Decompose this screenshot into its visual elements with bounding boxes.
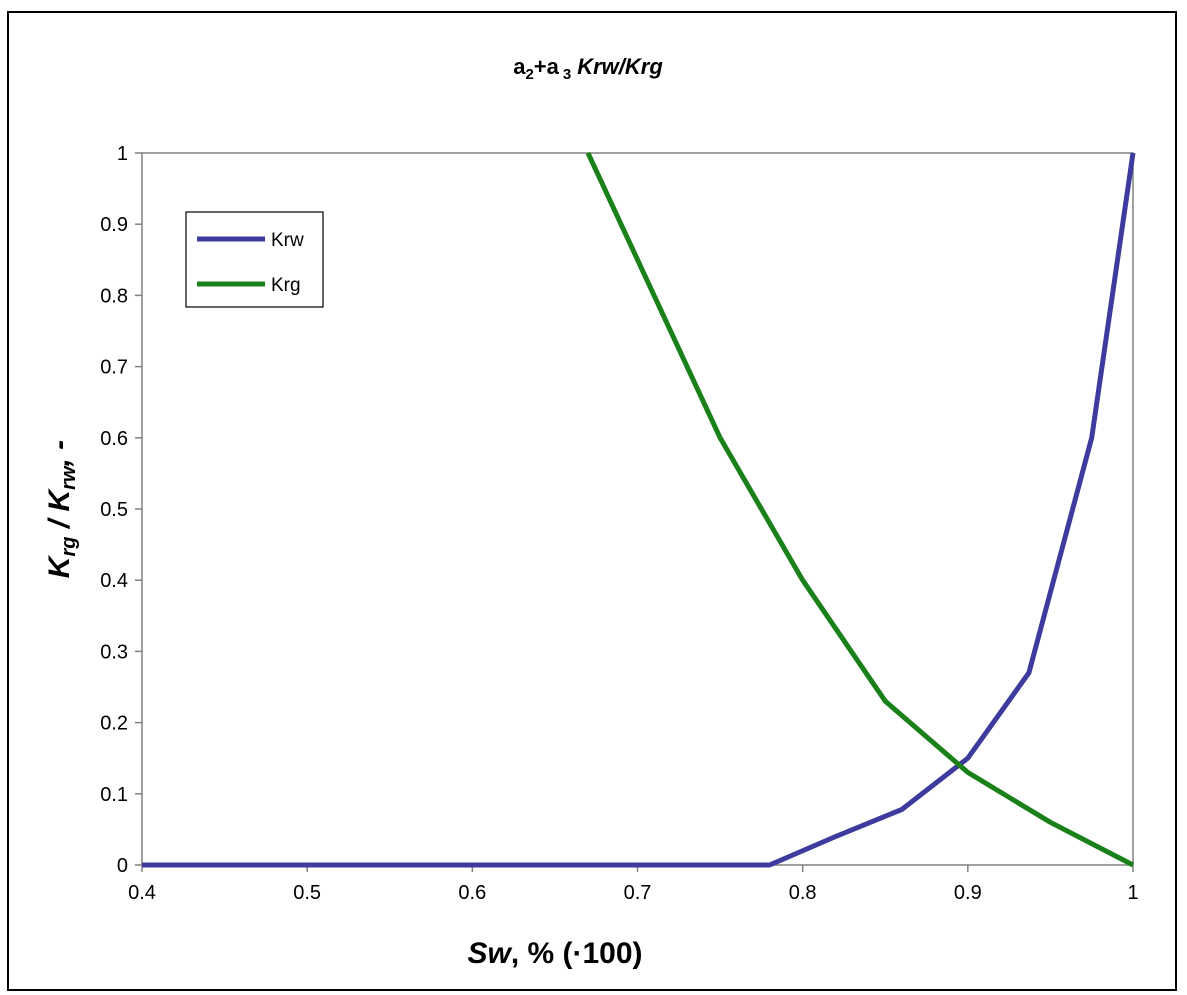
x-tick-label: 0.9 xyxy=(954,882,982,904)
x-tick-label: 0.5 xyxy=(293,882,321,904)
y-tick-label: 0.8 xyxy=(100,285,128,307)
x-tick-label: 0.6 xyxy=(458,882,486,904)
x-tick-label: 0.7 xyxy=(624,882,652,904)
title-italic: Krw/Krg xyxy=(577,54,663,79)
y-tick-label: 1 xyxy=(117,143,128,165)
y-tick-label: 0 xyxy=(117,855,128,877)
series-line-krw xyxy=(142,152,1136,868)
y-tick-label: 0.4 xyxy=(100,570,128,592)
y-tick-label: 0.1 xyxy=(100,784,128,806)
x-axis-title: Sw, % (·100) xyxy=(467,937,642,970)
axis-ticks: 0.4 0.5 0.6 0.7 0.8 0.9 1 0 0.1 0.2 0.3 0.4 0.5 0.6 0.… xyxy=(100,143,1138,904)
x-tick-label: 0.4 xyxy=(128,882,156,904)
y-title-sub2: rw xyxy=(58,465,80,490)
y-axis-title: Krg / Krw, - xyxy=(43,440,80,578)
chart-frame: a2+a 3 Krw/Krg 0.4 0.5 0.6 0.7 0.8 0.9 1 0 0.1 0.2 0… xyxy=(7,11,1177,991)
x-axis-title-italic: Sw xyxy=(467,937,512,970)
series-line-krg xyxy=(585,151,1135,868)
title-sub-3: 3 xyxy=(563,66,571,83)
y-title-k2: K xyxy=(43,488,76,512)
chart-svg: a2+a 3 Krw/Krg 0.4 0.5 0.6 0.7 0.8 0.9 100.10.20… xyxy=(43,54,1139,970)
y-tick-label: 0.6 xyxy=(100,428,128,450)
y-tick-label: 0.5 xyxy=(100,499,128,521)
x-axis-title-rest: , % (·100) xyxy=(511,937,643,970)
y-tick-label: 0.9 xyxy=(100,214,128,236)
y-title-sub1: rg xyxy=(58,537,80,557)
y-tick-label: 0.7 xyxy=(100,357,128,379)
title-plus-a: +a xyxy=(534,54,560,79)
y-tick-label: 0.3 xyxy=(100,641,128,663)
y-title-rest: , - xyxy=(43,440,76,468)
y-title-k1: K xyxy=(43,554,76,578)
x-tick-label: 1 xyxy=(1127,882,1138,904)
y-tick-label: 0.2 xyxy=(100,713,128,735)
legend-label-krg: Krg xyxy=(271,275,301,296)
legend: Krw Krg xyxy=(185,211,324,308)
y-title-sep: / xyxy=(43,512,76,537)
title-a: a xyxy=(513,54,526,79)
x-tick-label: 0.8 xyxy=(789,882,817,904)
chart-title: a2+a 3 Krw/Krg xyxy=(513,54,663,83)
series-lines xyxy=(142,151,1136,868)
legend-label-krw: Krw xyxy=(271,230,304,251)
title-sub-2: 2 xyxy=(525,66,533,83)
legend-box xyxy=(185,211,324,308)
